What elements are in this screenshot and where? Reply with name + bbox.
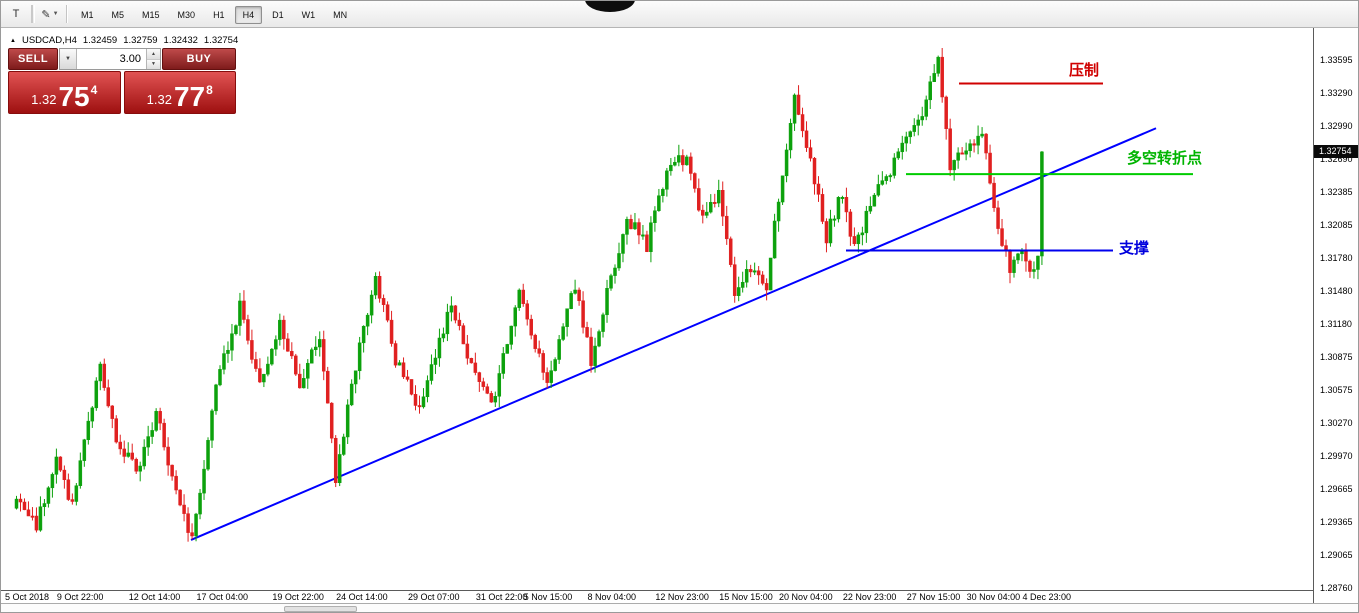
price-tick-label: 1.28760 — [1320, 583, 1353, 593]
dropdown-arrow-icon: ▼ — [52, 11, 59, 17]
chart-low: 1.32432 — [163, 35, 198, 46]
time-tick-label: 24 Oct 14:00 — [336, 592, 388, 602]
sell-price-pips: 75 — [58, 81, 90, 113]
timeframe-button-W1[interactable]: W1 — [301, 9, 316, 20]
pivot-label[interactable]: 多空转折点 — [1127, 150, 1203, 167]
timeframe-button-M5[interactable]: M5 — [111, 9, 125, 20]
time-tick-label: 22 Nov 23:00 — [842, 592, 897, 602]
time-tick-label: 27 Nov 15:00 — [906, 592, 961, 602]
horizontal-scrollbar[interactable] — [284, 606, 357, 612]
price-tick-label: 1.33595 — [1320, 55, 1353, 65]
buy-price-prefix: 1.32 — [146, 92, 172, 107]
buy-price-pips: 77 — [173, 81, 206, 113]
timeframe-button-group: M1 M5 M15 M30 H1 H4 D1 W1 MN — [72, 5, 356, 24]
time-tick-label: 12 Nov 23:00 — [655, 592, 709, 602]
time-tick-label: 9 Oct 22:00 — [56, 592, 104, 602]
draw-objects-icon[interactable]: ✎ ▼ — [40, 4, 60, 24]
price-tick-label: 1.32690 — [1320, 154, 1353, 164]
timeframe-toolbar: T ✎ ▼ M1 M5 M15 M30 H1 H4 D1 W1 MN — [1, 1, 1358, 28]
chart-symbol: USDCAD,H4 — [21, 35, 77, 46]
timeframe-button-H4[interactable]: H4 — [234, 5, 263, 24]
sell-price-pipette: 4 — [90, 83, 98, 97]
resistance-label[interactable]: 压制 — [1069, 62, 1100, 79]
time-tick-label: 31 Oct 22:00 — [475, 592, 528, 602]
current-price-badge: 1.32754 — [1314, 145, 1358, 159]
support-label[interactable]: 支撑 — [1119, 240, 1150, 257]
time-tick-label: 30 Nov 04:00 — [966, 592, 1021, 602]
volume-combo: ▼ 3.00 ▲ ▼ — [59, 48, 161, 70]
time-tick-label: 19 Oct 22:00 — [272, 592, 324, 602]
price-tick-label: 1.30875 — [1320, 352, 1353, 362]
time-tick-label: 4 Dec 23:00 — [1022, 592, 1071, 602]
timeframe-button-M30[interactable]: M30 — [177, 9, 196, 20]
time-tick-label: 15 Nov 15:00 — [719, 592, 773, 602]
buy-price-tile[interactable]: 1.32 77 8 — [123, 71, 236, 114]
volume-down-icon[interactable]: ▼ — [147, 59, 160, 69]
price-tick-label: 1.29665 — [1320, 484, 1353, 494]
chart-close: 1.32754 — [203, 35, 239, 46]
price-tick-label: 1.30270 — [1320, 418, 1353, 428]
timeframe-button-MN[interactable]: MN — [333, 9, 348, 20]
time-tick-label: 17 Oct 04:00 — [196, 592, 249, 602]
chart-ohlc-header: ▲ USDCAD,H4 1.32459 1.32759 1.32432 1.32… — [10, 35, 238, 46]
timeframe-button-M15[interactable]: M15 — [142, 9, 160, 20]
text-tool-icon[interactable]: T — [12, 8, 20, 20]
volume-input[interactable]: 3.00 — [119, 53, 141, 65]
volume-dropdown-icon[interactable]: ▼ — [60, 49, 77, 69]
price-tick-label: 1.29065 — [1320, 550, 1353, 560]
sell-price-tile[interactable]: 1.32 75 4 — [8, 71, 121, 114]
pencil-icon: ✎ — [41, 8, 51, 21]
chart-panel: ▲ USDCAD,H4 1.32459 1.32759 1.32432 1.32… — [1, 28, 1358, 603]
price-axis[interactable]: 1.32754 1.33595 1.33290 1.32990 1.32690 1.32… — [1313, 28, 1358, 603]
timeframe-button-D1[interactable]: D1 — [272, 9, 284, 20]
price-tick-label: 1.31480 — [1320, 286, 1353, 296]
sell-price-prefix: 1.32 — [31, 92, 57, 107]
timeframe-button-H1[interactable]: H1 — [213, 9, 225, 20]
sell-button[interactable]: SELL — [8, 48, 58, 70]
price-tick-label: 1.30575 — [1320, 385, 1353, 395]
candles-group — [14, 48, 1044, 542]
time-tick-label: 5 Oct 2018 — [5, 592, 50, 602]
price-tick-label: 1.31780 — [1320, 253, 1353, 263]
price-tick-label: 1.29970 — [1320, 451, 1353, 461]
chart-high: 1.32759 — [123, 35, 158, 46]
symbol-marker-icon: ▲ — [10, 37, 16, 44]
buy-price-pipette: 8 — [206, 83, 213, 97]
time-tick-label: 12 Oct 14:00 — [128, 592, 181, 602]
price-tick-label: 1.32990 — [1320, 121, 1353, 131]
time-axis[interactable]: 5 Oct 2018 9 Oct 22:00 12 Oct 14:00 17 Oct … — [1, 590, 1313, 603]
time-tick-label: 29 Oct 07:00 — [407, 592, 460, 602]
broker-logo — [585, 1, 635, 12]
time-tick-label: 20 Nov 04:00 — [779, 592, 833, 602]
candlestick-chart[interactable] — [1, 28, 1313, 590]
price-tick-label: 1.31180 — [1320, 319, 1352, 329]
price-tick-label: 1.33290 — [1320, 88, 1353, 98]
buy-button[interactable]: BUY — [162, 48, 236, 70]
time-tick-label: 5 Nov 15:00 — [523, 592, 573, 602]
toolbar-grip[interactable] — [31, 5, 35, 23]
time-tick-label: 8 Nov 04:00 — [587, 592, 637, 602]
volume-up-icon[interactable]: ▲ — [147, 49, 160, 60]
price-tick-label: 1.32085 — [1320, 220, 1353, 230]
price-tick-label: 1.29365 — [1320, 517, 1353, 527]
bottom-bar — [1, 603, 1358, 612]
toolbar-separator — [66, 5, 67, 23]
one-click-trading-panel: SELL ▼ 3.00 ▲ ▼ BUY 1.32 75 4 — [8, 48, 236, 114]
price-tick-label: 1.32385 — [1320, 187, 1353, 197]
volume-stepper: ▲ ▼ — [146, 49, 160, 69]
timeframe-button-M1[interactable]: M1 — [81, 9, 94, 20]
chart-open: 1.32459 — [82, 35, 118, 46]
